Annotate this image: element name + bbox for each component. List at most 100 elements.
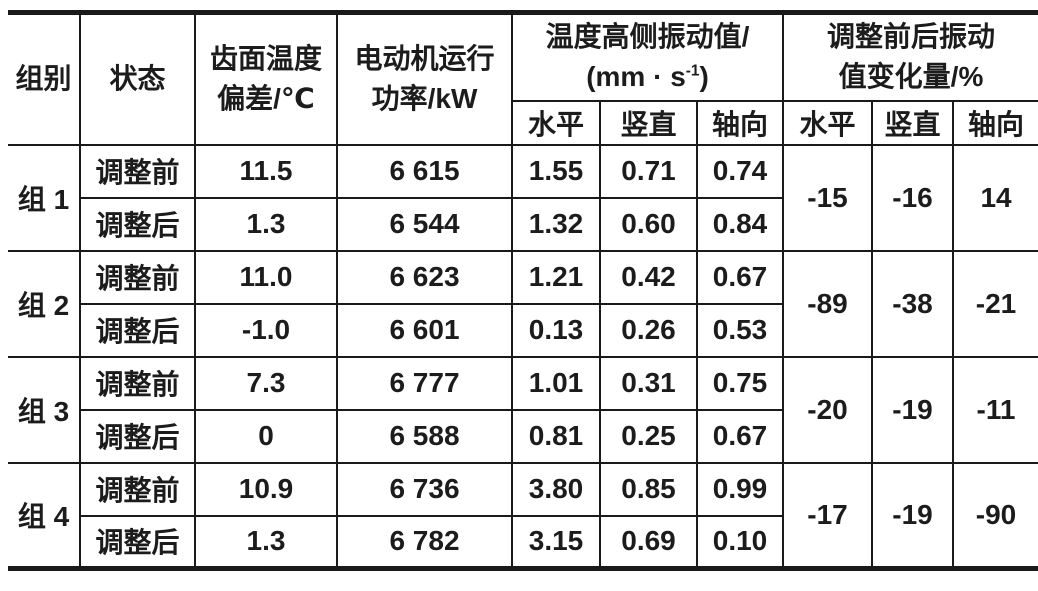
vib-axial-cell: 0.84 xyxy=(696,196,784,252)
header-status: 状态 xyxy=(79,11,196,146)
temp-deviation-cell: 11.5 xyxy=(194,143,338,199)
change-horizontal-cell: -17 xyxy=(782,461,873,570)
table-row: 组 4 调整前 10.9 6 736 3.80 0.85 0.99 -17 -1… xyxy=(8,461,1038,570)
vib-axial-cell: 0.67 xyxy=(696,408,784,464)
vib-vertical-cell: 0.71 xyxy=(599,143,698,199)
table-row: 调整后 1.3 6 782 3.15 0.69 0.10 xyxy=(8,514,1038,570)
table-row: 调整后 0 6 588 0.81 0.25 0.67 xyxy=(8,408,1038,464)
header-row-sub: 水平 竖直 轴向 水平 竖直 轴向 xyxy=(8,99,1038,146)
subheader-change-horizontal: 水平 xyxy=(782,99,873,146)
motor-power-cell: 6 601 xyxy=(336,302,513,358)
data-table: 组别 状态 齿面温度 偏差/℃ 电动机运行 功率/kW 温度高侧振动值/ (mm… xyxy=(8,10,1038,571)
vib-vertical-cell: 0.25 xyxy=(599,408,698,464)
vib-axial-cell: 0.99 xyxy=(696,461,784,517)
table-row: 组 2 调整前 11.0 6 623 1.21 0.42 0.67 -89 -3… xyxy=(8,249,1038,358)
vib-axial-cell: 0.53 xyxy=(696,302,784,358)
vib-horizontal-cell: 0.13 xyxy=(511,302,601,358)
status-cell: 调整后 xyxy=(79,514,196,570)
subheader-vib-vertical: 竖直 xyxy=(599,99,698,146)
header-motor-power: 电动机运行 功率/kW xyxy=(336,11,513,146)
subheader-change-vertical: 竖直 xyxy=(871,99,954,146)
motor-power-cell: 6 588 xyxy=(336,408,513,464)
vib-vertical-cell: 0.60 xyxy=(599,196,698,252)
temp-deviation-cell: 0 xyxy=(194,408,338,464)
change-vertical-cell: -16 xyxy=(871,143,954,252)
motor-power-cell: 6 777 xyxy=(336,355,513,411)
temp-deviation-cell: 11.0 xyxy=(194,249,338,305)
vib-horizontal-cell: 1.01 xyxy=(511,355,601,411)
header-vibration-unit: (mm · s-1) xyxy=(514,57,781,98)
motor-power-cell: 6 736 xyxy=(336,461,513,517)
header-vibration-line1: 温度高侧振动值/ xyxy=(545,20,750,52)
temp-deviation-cell: 10.9 xyxy=(194,461,338,517)
vib-horizontal-cell: 3.80 xyxy=(511,461,601,517)
vib-vertical-cell: 0.31 xyxy=(599,355,698,411)
change-vertical-cell: -19 xyxy=(871,355,954,464)
header-status-label: 状态 xyxy=(109,62,166,94)
vib-vertical-cell: 0.42 xyxy=(599,249,698,305)
vib-vertical-cell: 0.69 xyxy=(599,514,698,570)
subheader-vib-axial: 轴向 xyxy=(696,99,784,146)
header-vibration-group: 温度高侧振动值/ (mm · s-1) xyxy=(511,11,784,102)
group-label-cell: 组 2 xyxy=(8,249,81,358)
group-label-cell: 组 3 xyxy=(8,355,81,464)
table-row: 组 3 调整前 7.3 6 777 1.01 0.31 0.75 -20 -19… xyxy=(8,355,1038,464)
temp-deviation-cell: 7.3 xyxy=(194,355,338,411)
temp-deviation-cell: 1.3 xyxy=(194,514,338,570)
table-row: 调整后 1.3 6 544 1.32 0.60 0.84 xyxy=(8,196,1038,252)
vib-horizontal-cell: 1.21 xyxy=(511,249,601,305)
status-cell: 调整后 xyxy=(79,302,196,358)
table-row: 调整后 -1.0 6 601 0.13 0.26 0.53 xyxy=(8,302,1038,358)
header-temp-line2: 偏差/℃ xyxy=(217,83,315,115)
status-cell: 调整前 xyxy=(79,249,196,305)
vib-axial-cell: 0.75 xyxy=(696,355,784,411)
header-change-line2: 值变化量/% xyxy=(838,61,984,93)
vib-vertical-cell: 0.26 xyxy=(599,302,698,358)
header-group: 组别 xyxy=(8,11,81,146)
motor-power-cell: 6 544 xyxy=(336,196,513,252)
temp-deviation-cell: 1.3 xyxy=(194,196,338,252)
header-power-line1: 电动机运行 xyxy=(354,42,495,74)
header-group-label: 组别 xyxy=(15,62,72,94)
header-power-line2: 功率/kW xyxy=(371,83,478,115)
header-temp-line1: 齿面温度 xyxy=(209,42,322,74)
vib-horizontal-cell: 0.81 xyxy=(511,408,601,464)
vibration-unit-exponent: -1 xyxy=(685,62,700,80)
vib-vertical-cell: 0.85 xyxy=(599,461,698,517)
vib-horizontal-cell: 1.32 xyxy=(511,196,601,252)
change-axial-cell: 14 xyxy=(951,143,1038,252)
vib-axial-cell: 0.67 xyxy=(696,249,784,305)
vib-horizontal-cell: 3.15 xyxy=(511,514,601,570)
change-axial-cell: -90 xyxy=(951,461,1038,570)
group-label-cell: 组 1 xyxy=(8,143,81,252)
change-horizontal-cell: -15 xyxy=(782,143,873,252)
status-cell: 调整前 xyxy=(79,143,196,199)
change-vertical-cell: -19 xyxy=(871,461,954,570)
status-cell: 调整前 xyxy=(79,461,196,517)
change-horizontal-cell: -89 xyxy=(782,249,873,358)
subheader-change-axial: 轴向 xyxy=(951,99,1038,146)
change-vertical-cell: -38 xyxy=(871,249,954,358)
motor-power-cell: 6 615 xyxy=(336,143,513,199)
status-cell: 调整前 xyxy=(79,355,196,411)
subheader-vib-horizontal: 水平 xyxy=(511,99,601,146)
status-cell: 调整后 xyxy=(79,408,196,464)
vib-axial-cell: 0.10 xyxy=(696,514,784,570)
header-row-main: 组别 状态 齿面温度 偏差/℃ 电动机运行 功率/kW 温度高侧振动值/ (mm… xyxy=(8,11,1038,146)
motor-power-cell: 6 782 xyxy=(336,514,513,570)
change-axial-cell: -21 xyxy=(951,249,1038,358)
vib-axial-cell: 0.74 xyxy=(696,143,784,199)
vib-horizontal-cell: 1.55 xyxy=(511,143,601,199)
status-cell: 调整后 xyxy=(79,196,196,252)
page: 组别 状态 齿面温度 偏差/℃ 电动机运行 功率/kW 温度高侧振动值/ (mm… xyxy=(8,10,1038,571)
vibration-unit-post: ) xyxy=(699,61,709,93)
temp-deviation-cell: -1.0 xyxy=(194,302,338,358)
group-label-cell: 组 4 xyxy=(8,461,81,570)
header-change-line1: 调整前后振动 xyxy=(827,20,996,52)
vibration-unit-pre: (mm · s xyxy=(586,61,686,93)
motor-power-cell: 6 623 xyxy=(336,249,513,305)
change-axial-cell: -11 xyxy=(951,355,1038,464)
change-horizontal-cell: -20 xyxy=(782,355,873,464)
header-change-group: 调整前后振动 值变化量/% xyxy=(781,11,1038,102)
header-temp-deviation: 齿面温度 偏差/℃ xyxy=(194,11,338,146)
